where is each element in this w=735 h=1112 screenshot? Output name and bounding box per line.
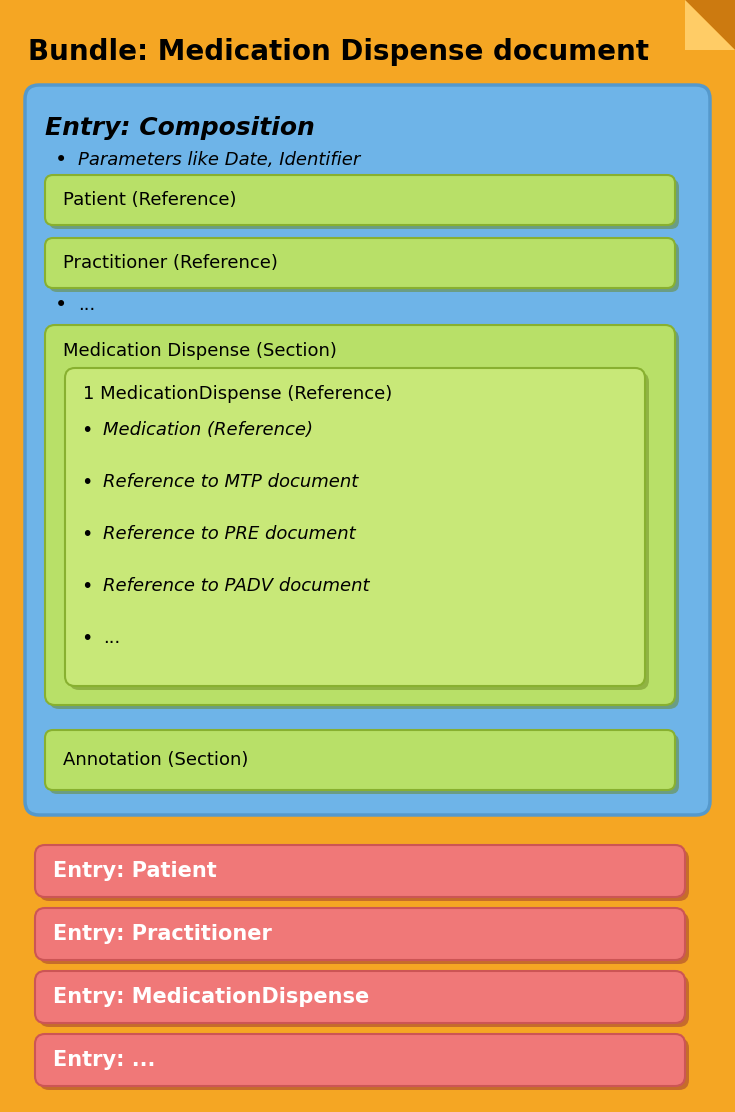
FancyBboxPatch shape — [39, 975, 689, 1027]
Polygon shape — [685, 0, 735, 50]
Text: Entry: Practitioner: Entry: Practitioner — [53, 924, 272, 944]
FancyBboxPatch shape — [49, 734, 679, 794]
Text: ...: ... — [78, 296, 96, 314]
FancyBboxPatch shape — [45, 325, 675, 705]
Text: Bundle: Medication Dispense document: Bundle: Medication Dispense document — [28, 38, 649, 66]
Text: •: • — [55, 150, 67, 170]
FancyBboxPatch shape — [35, 971, 685, 1023]
Text: •: • — [81, 628, 93, 647]
FancyBboxPatch shape — [39, 912, 689, 964]
Text: Parameters like Date, Identifier: Parameters like Date, Identifier — [78, 151, 360, 169]
FancyBboxPatch shape — [45, 729, 675, 790]
Text: Reference to PRE document: Reference to PRE document — [103, 525, 356, 543]
FancyBboxPatch shape — [39, 848, 689, 901]
Text: Entry: Patient: Entry: Patient — [53, 861, 217, 881]
FancyBboxPatch shape — [65, 368, 645, 686]
Text: Entry: Composition: Entry: Composition — [45, 116, 315, 140]
FancyBboxPatch shape — [45, 238, 675, 288]
FancyBboxPatch shape — [49, 242, 679, 292]
Text: ...: ... — [103, 629, 121, 647]
Text: •: • — [55, 295, 67, 315]
Text: Entry: MedicationDispense: Entry: MedicationDispense — [53, 987, 369, 1007]
Text: •: • — [81, 473, 93, 492]
FancyBboxPatch shape — [49, 329, 679, 709]
FancyBboxPatch shape — [35, 1034, 685, 1086]
FancyBboxPatch shape — [45, 175, 675, 225]
Polygon shape — [685, 0, 735, 50]
Text: Reference to PADV document: Reference to PADV document — [103, 577, 370, 595]
Text: Medication (Reference): Medication (Reference) — [103, 421, 313, 439]
FancyBboxPatch shape — [49, 179, 679, 229]
Text: Entry: ...: Entry: ... — [53, 1050, 155, 1070]
Text: Patient (Reference): Patient (Reference) — [63, 191, 237, 209]
FancyBboxPatch shape — [69, 373, 649, 691]
Text: Reference to MTP document: Reference to MTP document — [103, 473, 358, 492]
Text: Annotation (Section): Annotation (Section) — [63, 751, 248, 770]
Text: Practitioner (Reference): Practitioner (Reference) — [63, 254, 278, 272]
FancyBboxPatch shape — [39, 1037, 689, 1090]
FancyBboxPatch shape — [35, 845, 685, 897]
Text: •: • — [81, 576, 93, 596]
FancyBboxPatch shape — [25, 85, 710, 815]
Text: 1 MedicationDispense (Reference): 1 MedicationDispense (Reference) — [83, 385, 392, 403]
FancyBboxPatch shape — [35, 909, 685, 960]
Text: •: • — [81, 420, 93, 439]
Text: Medication Dispense (Section): Medication Dispense (Section) — [63, 342, 337, 360]
Text: •: • — [81, 525, 93, 544]
